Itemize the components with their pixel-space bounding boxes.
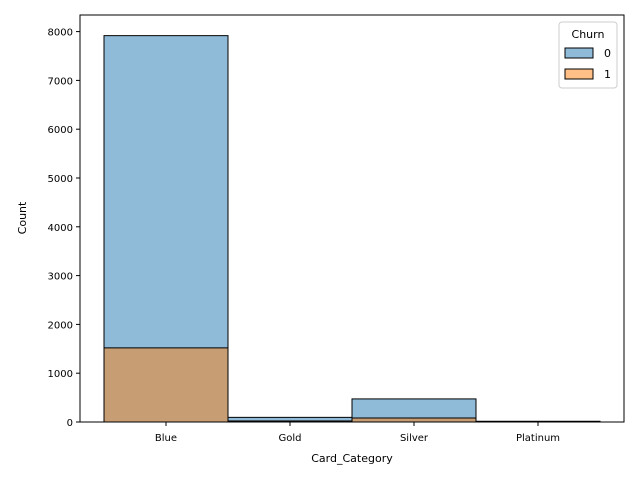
- legend: Churn 0 1: [558, 21, 618, 89]
- x-tick-label-blue: Blue: [155, 433, 177, 444]
- x-axis: Blue Gold Silver Platinum: [155, 422, 560, 444]
- legend-swatch-churn-0: [564, 47, 594, 59]
- bar-churn-1-blue: [103, 347, 229, 423]
- bar-churn-1-silver: [351, 417, 477, 423]
- bars-layer: [103, 35, 601, 423]
- x-tick-label-platinum: Platinum: [516, 433, 560, 444]
- x-tick-label-gold: Gold: [279, 433, 302, 444]
- legend-label-churn-0: 0: [604, 47, 611, 60]
- y-axis-label: Count: [16, 201, 29, 234]
- y-tick-label: 3000: [48, 272, 73, 283]
- y-tick-label: 6000: [48, 125, 73, 136]
- legend-swatch-churn-1: [564, 68, 594, 80]
- plot-frame: [79, 14, 625, 423]
- y-tick-label: 4000: [48, 223, 73, 234]
- x-axis-label: Card_Category: [311, 452, 393, 465]
- legend-title: Churn: [572, 28, 605, 41]
- y-tick-label: 0: [67, 418, 73, 429]
- y-tick-label: 2000: [48, 320, 73, 331]
- y-tick-label: 5000: [48, 174, 73, 185]
- y-tick-label: 7000: [48, 76, 73, 87]
- x-tick-label-silver: Silver: [400, 433, 429, 444]
- y-tick-label: 8000: [48, 28, 73, 39]
- y-tick-label: 1000: [48, 369, 73, 380]
- y-axis: 0 1000 2000 3000 4000 5000 6000 7000 8000: [48, 28, 80, 429]
- legend-label-churn-1: 1: [604, 68, 611, 81]
